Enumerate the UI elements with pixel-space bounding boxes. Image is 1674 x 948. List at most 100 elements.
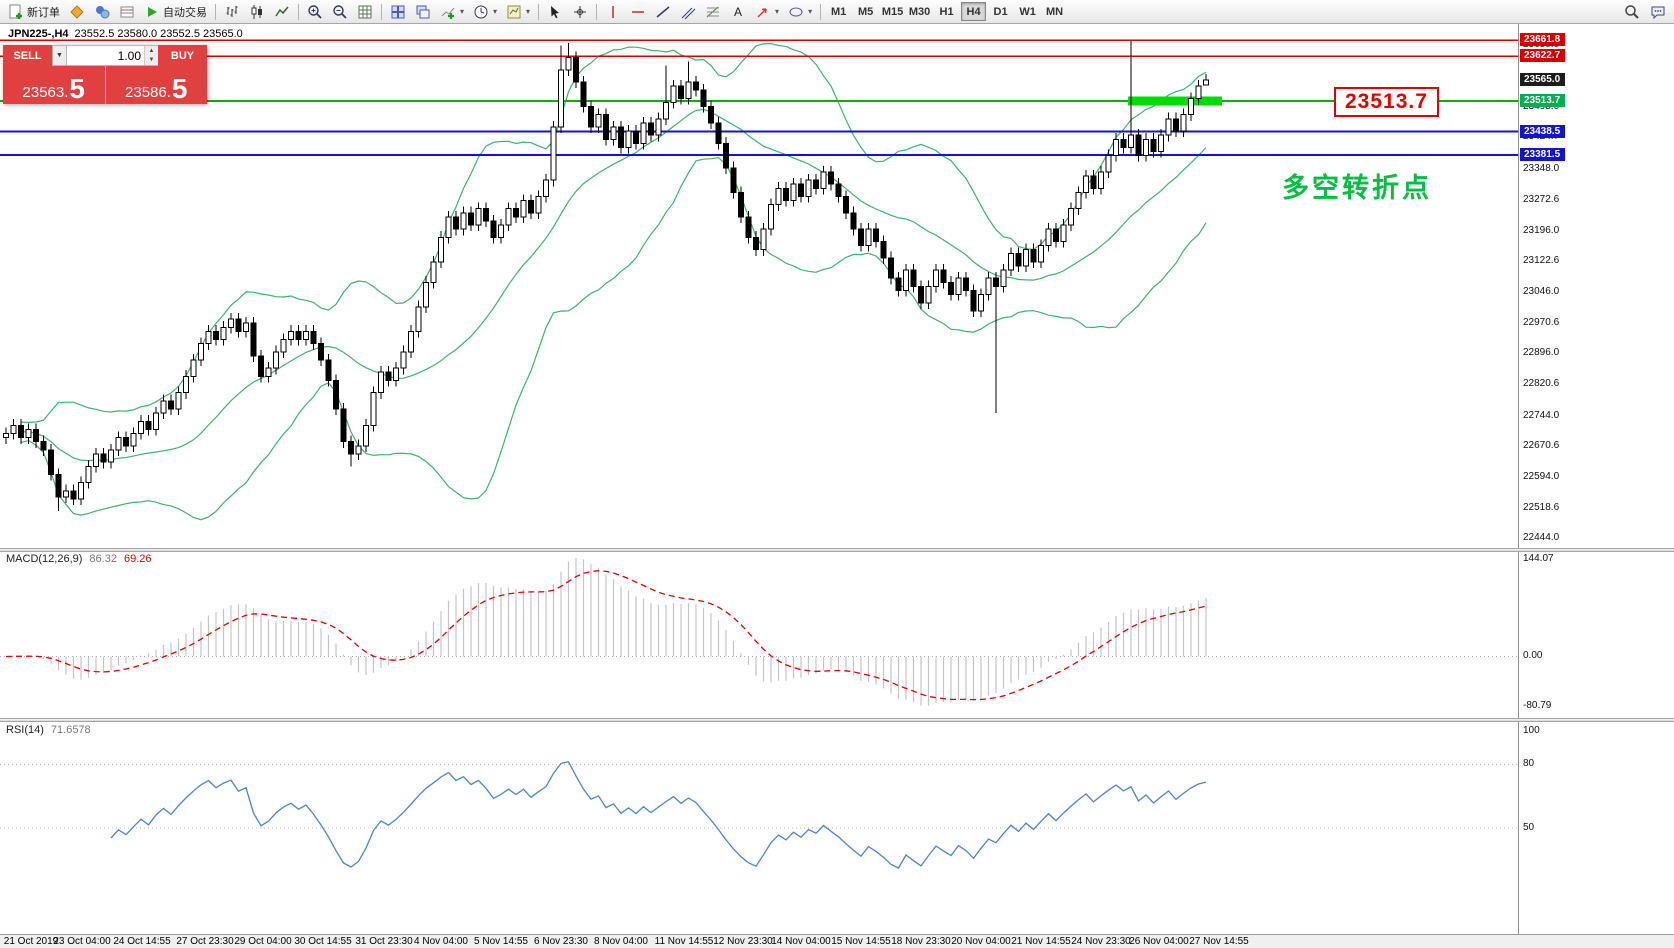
dropdown-caret-icon: ▾ xyxy=(775,7,779,16)
indicators-button[interactable]: ▾ xyxy=(436,1,468,22)
volume-input[interactable] xyxy=(67,46,144,65)
shapes-tool-button[interactable]: ▾ xyxy=(784,1,816,22)
volume-down-button[interactable]: ▼ xyxy=(145,56,158,66)
toolbar-separator xyxy=(820,4,821,20)
terminal-button[interactable] xyxy=(115,1,139,22)
search-icon xyxy=(1624,4,1640,20)
axis-label: 80 xyxy=(1523,758,1534,769)
crosshair-button[interactable] xyxy=(568,1,592,22)
buy-button[interactable]: BUY xyxy=(158,45,207,66)
toolbar-separator xyxy=(538,4,539,20)
timeframe-m15-button[interactable]: M15 xyxy=(880,2,905,21)
trendline-tool-button[interactable] xyxy=(651,1,675,22)
new-order-button[interactable]: 新订单 xyxy=(4,1,64,22)
time-axis-label: 27 Oct 23:30 xyxy=(176,936,233,947)
time-axis-label: 24 Nov 23:30 xyxy=(1071,936,1131,947)
macd-panel[interactable] xyxy=(0,552,1518,718)
axis-label: 22670.6 xyxy=(1523,440,1559,451)
panel-splitter[interactable] xyxy=(0,548,1674,552)
cascade-windows-button[interactable] xyxy=(411,1,435,22)
one-click-trade-widget: SELL ▼ ▲ ▼ BUY 23563.5 23586.5 xyxy=(3,45,207,104)
price-badge: 23381.5 xyxy=(1520,148,1565,161)
channel-tool-button[interactable] xyxy=(676,1,700,22)
timeframe-h4-button[interactable]: H4 xyxy=(961,2,986,21)
navigator-button[interactable] xyxy=(90,1,114,22)
tile-windows-button[interactable] xyxy=(386,1,410,22)
bar-chart-icon xyxy=(224,4,240,20)
price-badge: 23565.0 xyxy=(1520,73,1565,86)
turning-point-annotation[interactable]: 多空转折点 xyxy=(1282,166,1432,205)
cursor-button[interactable] xyxy=(543,1,567,22)
candlestick-chart-button[interactable] xyxy=(245,1,269,22)
zoom-in-icon xyxy=(307,4,323,20)
timeframe-m1-button[interactable]: M1 xyxy=(826,2,851,21)
timeframe-mn-button[interactable]: MN xyxy=(1042,2,1067,21)
grid-button[interactable] xyxy=(353,1,377,22)
fibonacci-tool-button[interactable] xyxy=(701,1,725,22)
autotrading-button[interactable]: 自动交易 xyxy=(140,1,211,22)
vertical-line-icon xyxy=(605,4,621,20)
time-axis-label: 14 Nov 04:00 xyxy=(771,936,831,947)
search-button[interactable] xyxy=(1620,1,1644,22)
chat-button[interactable] xyxy=(1646,1,1670,22)
axis-label: 50 xyxy=(1523,822,1534,833)
navigator-icon xyxy=(94,4,110,20)
price-axis-border xyxy=(1518,24,1519,934)
axis-label: 100 xyxy=(1523,725,1540,736)
price-callout-box[interactable]: 23513.7 xyxy=(1334,87,1439,117)
horizontal-line-tool-button[interactable] xyxy=(626,1,650,22)
line-chart-button[interactable] xyxy=(270,1,294,22)
time-axis-label: 4 Nov 04:00 xyxy=(414,936,468,947)
zoom-in-button[interactable] xyxy=(303,1,327,22)
periods-button[interactable]: ▾ xyxy=(469,1,501,22)
axis-label: 23122.6 xyxy=(1523,255,1559,266)
timeframe-m5-button[interactable]: M5 xyxy=(853,2,878,21)
chat-icon xyxy=(1650,4,1666,20)
axis-label: 22444.0 xyxy=(1523,532,1559,543)
time-axis[interactable]: 21 Oct 201923 Oct 04:0024 Oct 14:5527 Oc… xyxy=(0,934,1674,948)
volume-field: ▲ ▼ xyxy=(67,45,158,66)
vertical-line-tool-button[interactable] xyxy=(601,1,625,22)
dropdown-caret-icon: ▾ xyxy=(808,7,812,16)
timeframe-d1-button[interactable]: D1 xyxy=(988,2,1013,21)
timeframe-h1-button[interactable]: H1 xyxy=(934,2,959,21)
macd-name: MACD(12,26,9) xyxy=(6,553,82,565)
zoom-out-button[interactable] xyxy=(328,1,352,22)
macd-value-main: 86.32 xyxy=(89,553,117,565)
timeframe-m30-button[interactable]: M30 xyxy=(907,2,932,21)
price-badge: 23513.7 xyxy=(1520,94,1565,107)
axis-label: 0.00 xyxy=(1523,650,1542,661)
panel-splitter[interactable] xyxy=(0,718,1674,722)
sell-price-panel[interactable]: 23563.5 xyxy=(3,66,105,104)
toolbar-separator xyxy=(596,4,597,20)
bar-chart-button[interactable] xyxy=(220,1,244,22)
arrows-tool-button[interactable]: ▾ xyxy=(751,1,783,22)
line-chart-icon xyxy=(274,4,290,20)
text-tool-button[interactable]: A xyxy=(726,1,750,22)
time-axis-label: 23 Oct 04:00 xyxy=(53,936,110,947)
dropdown-caret-icon: ▾ xyxy=(526,7,530,16)
axis-label: 22970.6 xyxy=(1523,317,1559,328)
rsi-name: RSI(14) xyxy=(6,724,44,736)
terminal-icon xyxy=(119,4,135,20)
buy-price-panel[interactable]: 23586.5 xyxy=(105,66,208,104)
rsi-panel[interactable] xyxy=(0,722,1518,934)
main-chart[interactable] xyxy=(0,24,1518,548)
time-axis-label: 30 Oct 14:55 xyxy=(294,936,351,947)
templates-button[interactable]: ▾ xyxy=(502,1,534,22)
macd-value-signal: 69.26 xyxy=(124,553,152,565)
time-axis-label: 8 Nov 04:00 xyxy=(594,936,648,947)
sell-price-pip: 5 xyxy=(69,77,85,101)
time-axis-label: 18 Nov 23:30 xyxy=(891,936,951,947)
time-axis-label: 12 Nov 23:30 xyxy=(713,936,773,947)
timeframe-w1-button[interactable]: W1 xyxy=(1015,2,1040,21)
macd-label: MACD(12,26,9) 86.32 69.26 xyxy=(6,553,151,565)
axis-label: 23196.0 xyxy=(1523,225,1559,236)
trade-options-dropdown[interactable]: ▼ xyxy=(52,45,67,66)
buy-price-pip: 5 xyxy=(172,77,188,101)
sell-button[interactable]: SELL xyxy=(3,45,52,66)
toolbar-separator xyxy=(215,4,216,20)
market-watch-button[interactable] xyxy=(65,1,89,22)
volume-up-button[interactable]: ▲ xyxy=(145,46,158,56)
price-axis[interactable]: 23650.023498.023424.723348.023272.623196… xyxy=(1518,24,1674,934)
